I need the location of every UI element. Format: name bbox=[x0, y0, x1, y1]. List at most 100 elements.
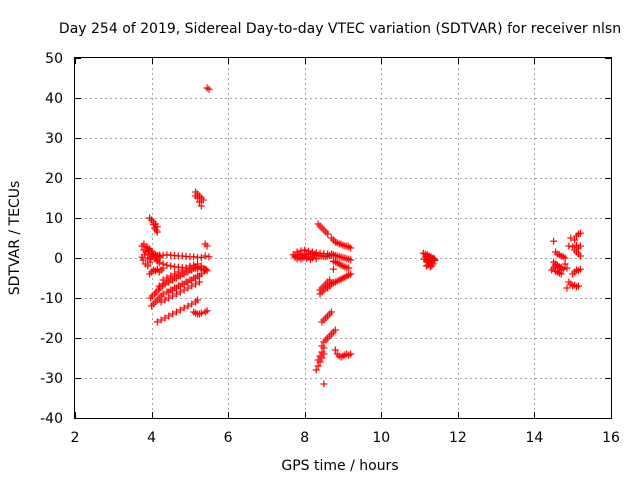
data-point bbox=[312, 366, 320, 374]
data-point bbox=[548, 266, 556, 274]
data-point bbox=[192, 280, 200, 288]
data-point bbox=[431, 256, 439, 264]
data-point bbox=[312, 255, 320, 263]
x-tick-label: 10 bbox=[372, 430, 390, 446]
y-tick-label: -20 bbox=[40, 331, 63, 347]
y-tick-label: -10 bbox=[40, 291, 63, 307]
data-point bbox=[190, 274, 198, 282]
data-point bbox=[188, 266, 196, 274]
data-point bbox=[320, 380, 328, 388]
x-tick-label: 16 bbox=[602, 430, 620, 446]
data-point bbox=[165, 278, 173, 286]
data-point bbox=[169, 276, 177, 284]
y-tick-label: 0 bbox=[54, 251, 63, 267]
data-point bbox=[169, 292, 177, 300]
data-point bbox=[144, 254, 152, 262]
data-point bbox=[331, 326, 339, 334]
x-tick-label: 6 bbox=[224, 430, 233, 446]
data-point bbox=[428, 262, 436, 270]
data-point bbox=[197, 309, 205, 317]
data-point bbox=[205, 253, 213, 261]
data-point bbox=[561, 260, 569, 268]
data-point bbox=[567, 234, 575, 242]
y-tick-labels: -40 -30 -20 -10 0 10 20 30 40 50 bbox=[40, 51, 63, 427]
data-point bbox=[138, 253, 146, 261]
data-point bbox=[328, 308, 336, 316]
x-axis-label: GPS time / hours bbox=[281, 458, 398, 474]
data-point bbox=[194, 263, 202, 271]
data-point bbox=[347, 256, 355, 264]
data-point bbox=[176, 306, 184, 314]
data-point bbox=[576, 265, 584, 273]
data-point bbox=[203, 84, 211, 92]
data-point bbox=[167, 262, 175, 270]
x-tick-label: 4 bbox=[147, 430, 156, 446]
data-point bbox=[305, 247, 313, 255]
x-tick-label: 2 bbox=[71, 430, 80, 446]
data-point bbox=[576, 229, 584, 237]
data-point bbox=[203, 267, 211, 275]
data-point bbox=[161, 314, 169, 322]
data-point bbox=[203, 242, 211, 250]
y-tick-label: 50 bbox=[45, 51, 63, 67]
data-point bbox=[176, 288, 184, 296]
data-point bbox=[188, 282, 196, 290]
data-point bbox=[188, 300, 196, 308]
y-tick-label: -30 bbox=[40, 371, 63, 387]
data-point bbox=[199, 196, 207, 204]
data-point bbox=[180, 270, 188, 278]
data-point bbox=[184, 284, 192, 292]
data-point bbox=[314, 356, 322, 364]
grid-lines bbox=[75, 58, 611, 418]
data-point bbox=[148, 247, 156, 255]
data-point bbox=[165, 312, 173, 320]
data-points bbox=[138, 84, 584, 388]
data-point bbox=[153, 318, 161, 326]
data-point bbox=[571, 236, 579, 244]
data-point bbox=[301, 246, 309, 254]
data-point bbox=[195, 278, 203, 286]
data-point bbox=[182, 278, 190, 286]
data-point bbox=[180, 304, 188, 312]
data-point bbox=[563, 284, 571, 292]
data-point bbox=[345, 264, 353, 272]
data-point bbox=[172, 274, 180, 282]
data-point bbox=[318, 348, 326, 356]
data-point bbox=[199, 266, 207, 274]
chart-title: Day 254 of 2019, Sidereal Day-to-day VTE… bbox=[59, 21, 621, 37]
data-point bbox=[426, 263, 434, 271]
data-point bbox=[561, 254, 569, 262]
data-point bbox=[347, 244, 355, 252]
data-point bbox=[308, 248, 316, 256]
data-point bbox=[159, 290, 167, 298]
data-point bbox=[176, 272, 184, 280]
data-point bbox=[563, 264, 571, 272]
y-tick-label: 30 bbox=[45, 131, 63, 147]
data-point bbox=[320, 344, 328, 352]
data-point bbox=[203, 307, 211, 315]
data-point bbox=[161, 280, 169, 288]
data-point bbox=[163, 288, 171, 296]
data-point bbox=[186, 276, 194, 284]
data-point bbox=[171, 284, 179, 292]
data-point bbox=[293, 248, 301, 256]
data-point bbox=[159, 260, 167, 268]
data-point bbox=[184, 268, 192, 276]
data-point bbox=[144, 262, 152, 270]
data-point bbox=[197, 254, 205, 262]
data-point bbox=[194, 194, 202, 202]
data-point bbox=[169, 310, 177, 318]
data-point bbox=[195, 198, 203, 206]
x-tick-label: 8 bbox=[300, 430, 309, 446]
data-point bbox=[427, 258, 435, 266]
data-point bbox=[297, 247, 305, 255]
data-point bbox=[565, 242, 573, 250]
x-tick-label: 14 bbox=[526, 430, 544, 446]
data-point bbox=[155, 259, 163, 267]
data-point bbox=[178, 280, 186, 288]
data-point bbox=[550, 237, 558, 245]
data-point bbox=[201, 252, 209, 260]
data-point bbox=[324, 230, 332, 238]
data-point bbox=[153, 228, 161, 236]
